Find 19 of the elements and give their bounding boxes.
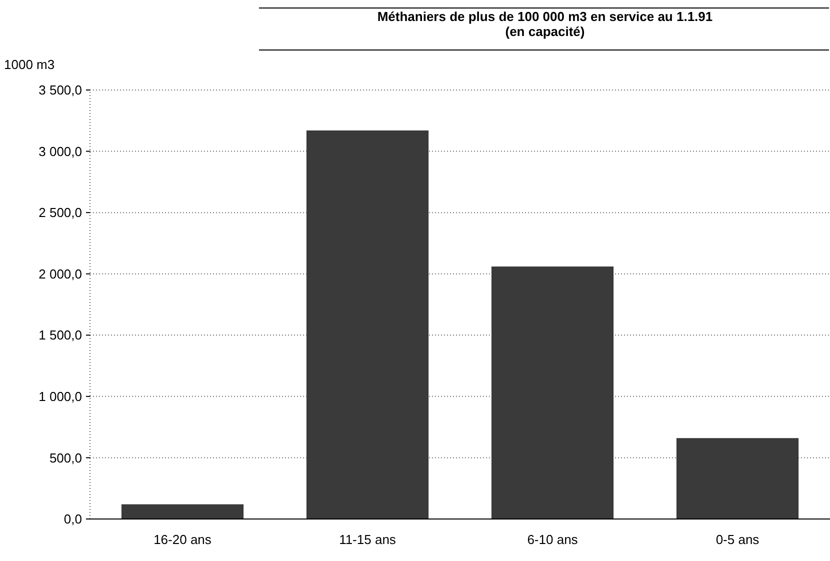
bar <box>491 266 614 519</box>
chart-subtitle: (en capacité) <box>505 24 585 39</box>
x-tick-label: 6-10 ans <box>527 532 578 547</box>
y-tick-label: 500,0 <box>49 450 82 466</box>
y-tick-label: 2 000,0 <box>38 266 82 282</box>
bar <box>121 504 244 519</box>
x-tick-label: 0-5 ans <box>716 532 760 547</box>
y-tick-label: 3 500,0 <box>38 82 82 98</box>
y-tick-label: 1 000,0 <box>38 388 82 404</box>
bar <box>306 130 429 519</box>
bar <box>676 438 799 519</box>
x-tick-label: 11-15 ans <box>339 532 396 547</box>
x-tick-label: 16-20 ans <box>154 532 212 547</box>
y-tick-label: 1 500,0 <box>38 328 82 343</box>
chart-title: Méthaniers de plus de 100 000 m3 en service au 1.1.91 <box>377 9 713 24</box>
y-axis-title: 1000 m3 <box>4 57 55 72</box>
y-tick-label: 3 000,0 <box>38 144 82 159</box>
y-tick-label: 2 500,0 <box>38 205 82 220</box>
y-tick-label: 0,0 <box>64 512 82 527</box>
